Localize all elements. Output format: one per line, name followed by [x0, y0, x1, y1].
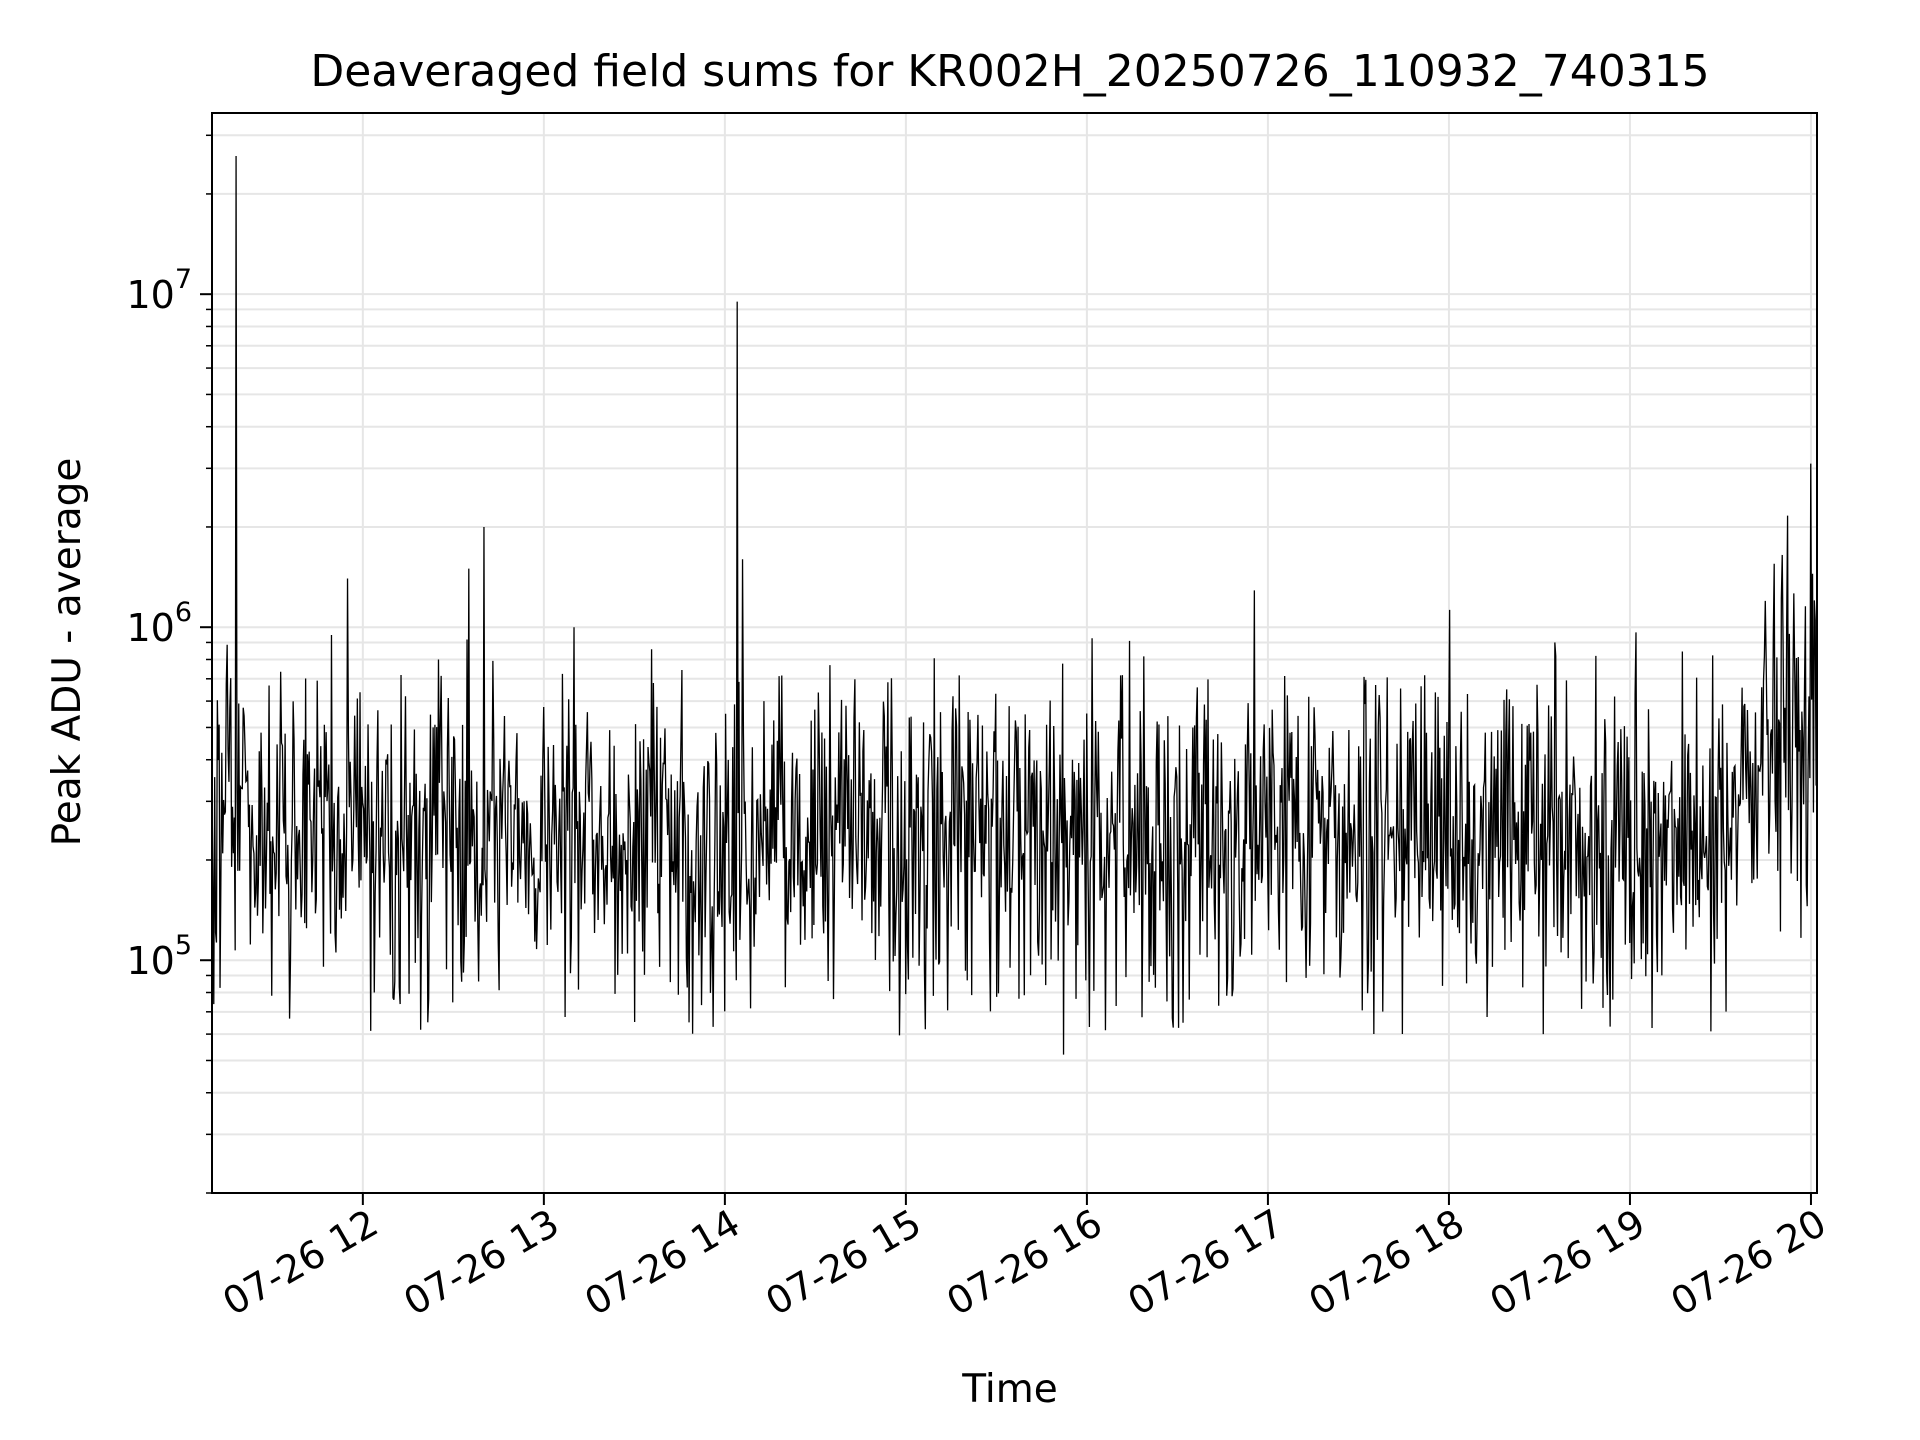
series-layer: [211, 155, 1818, 1055]
series-line: [211, 155, 1818, 1055]
x-axis-label: Time: [961, 1367, 1057, 1412]
plot-frame: [211, 112, 1818, 1194]
y-axis-label: Peak ADU - average: [45, 458, 90, 847]
y-tick-label: 107: [126, 264, 192, 317]
chart-title: Deaveraged field sums for KR002H_2025072…: [310, 46, 1709, 97]
y-tick-label: 105: [126, 930, 192, 983]
y-tick-label: 106: [126, 597, 192, 650]
